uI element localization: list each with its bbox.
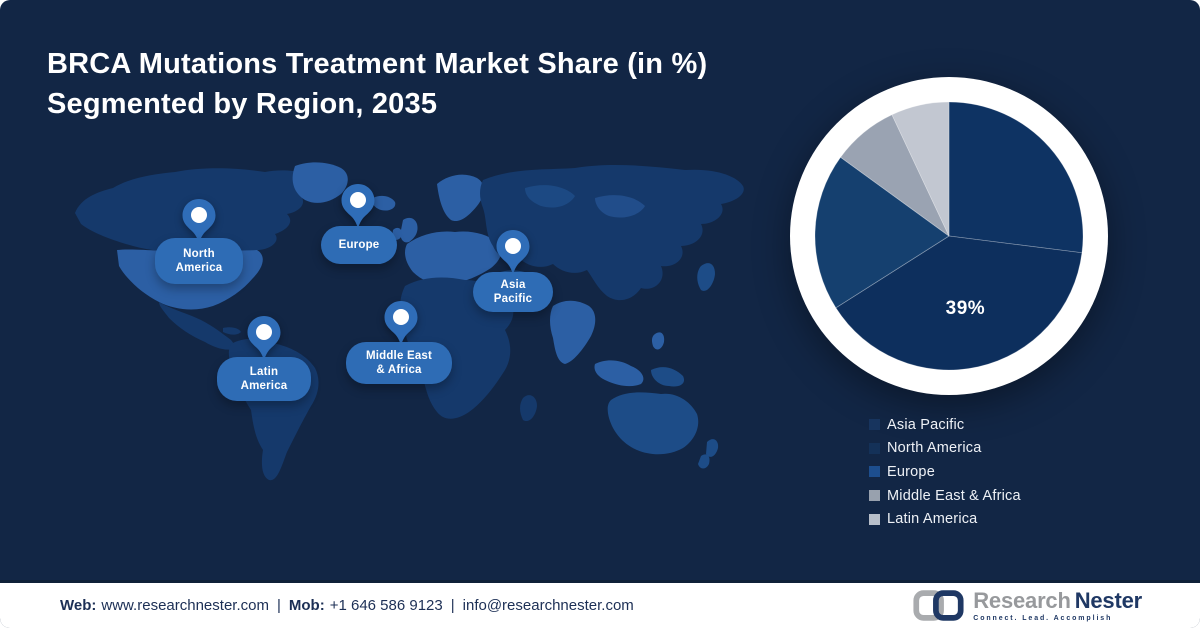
pie-slice-europe xyxy=(814,156,950,309)
research-nester-logo: Research Nester Connect. Lead. Accomplish xyxy=(913,587,1142,622)
legend-item-latin-america: Latin America xyxy=(869,507,1021,531)
legend-item-north-america: North America xyxy=(869,437,1021,461)
brand-nester: Nester xyxy=(1074,587,1142,613)
world-map: North America Europe Asia Pacific Middle… xyxy=(55,158,745,488)
legend-swatch-north-america xyxy=(869,442,880,454)
region-label-latin-america: Latin America xyxy=(217,357,311,401)
location-pin-icon-europe xyxy=(341,184,375,229)
legend-swatch-asia-pacific xyxy=(869,419,880,431)
brand-research: Research xyxy=(973,587,1071,613)
mob-label: Mob: xyxy=(288,597,325,614)
footer: Web: www.researchnester.com | Mob: +1 646 58… xyxy=(0,580,1200,628)
legend-item-asia-pacific: Asia Pacific xyxy=(869,413,1021,437)
continents xyxy=(75,162,744,481)
region-label-asia-pacific: Asia Pacific xyxy=(473,272,553,312)
brand-text: Research Nester Connect. Lead. Accomplish xyxy=(973,587,1142,622)
legend-swatch-europe xyxy=(869,466,880,478)
legend-swatch-middle-east-africa xyxy=(869,490,880,502)
chain-link-icon xyxy=(913,590,964,621)
region-label-north-america: North America xyxy=(155,238,243,284)
region-label-europe: Europe xyxy=(321,226,397,264)
contact-info: Web: www.researchnester.com | Mob: +1 646 58… xyxy=(60,597,634,614)
website-url: www.researchnester.com xyxy=(101,597,269,614)
location-pin-icon-latin-america xyxy=(247,316,281,361)
legend-item-middle-east-africa: Middle East & Africa xyxy=(869,484,1021,508)
location-pin-icon-middle-east-africa xyxy=(384,301,418,346)
title-line-1: BRCA Mutations Treatment Market Share (i… xyxy=(47,48,708,80)
separator: | xyxy=(276,597,281,614)
pie-data-label-north-america: 39% xyxy=(946,298,986,319)
pie-chart: 39% xyxy=(788,75,1110,397)
region-label-middle-east-africa: Middle East & Africa xyxy=(346,342,452,384)
world-map-graphic xyxy=(75,162,744,481)
chart-legend: Asia Pacific North America Europe Middle… xyxy=(869,413,1021,531)
page-title: BRCA Mutations Treatment Market Share (i… xyxy=(47,44,707,124)
pie-slice-asia-pacific xyxy=(948,101,1084,254)
web-label: Web: xyxy=(60,597,97,614)
separator: | xyxy=(450,597,455,614)
location-pin-icon-asia-pacific xyxy=(496,230,530,275)
phone-number: +1 646 586 9123 xyxy=(329,597,443,614)
legend-item-europe: Europe xyxy=(869,460,1021,484)
title-line-2: Segmented by Region, 2035 xyxy=(47,88,438,120)
legend-swatch-latin-america xyxy=(869,513,880,525)
pie-slice-middle-east-africa xyxy=(840,114,950,237)
pie-chart-graphic: 39% xyxy=(790,77,1108,395)
pie-slice-north-america xyxy=(835,235,1083,371)
location-pin-icon-north-america xyxy=(182,199,216,244)
pie-slice-latin-america xyxy=(891,101,950,237)
brand-tagline: Connect. Lead. Accomplish xyxy=(973,614,1113,622)
email-address: info@researchnester.com xyxy=(462,597,634,614)
